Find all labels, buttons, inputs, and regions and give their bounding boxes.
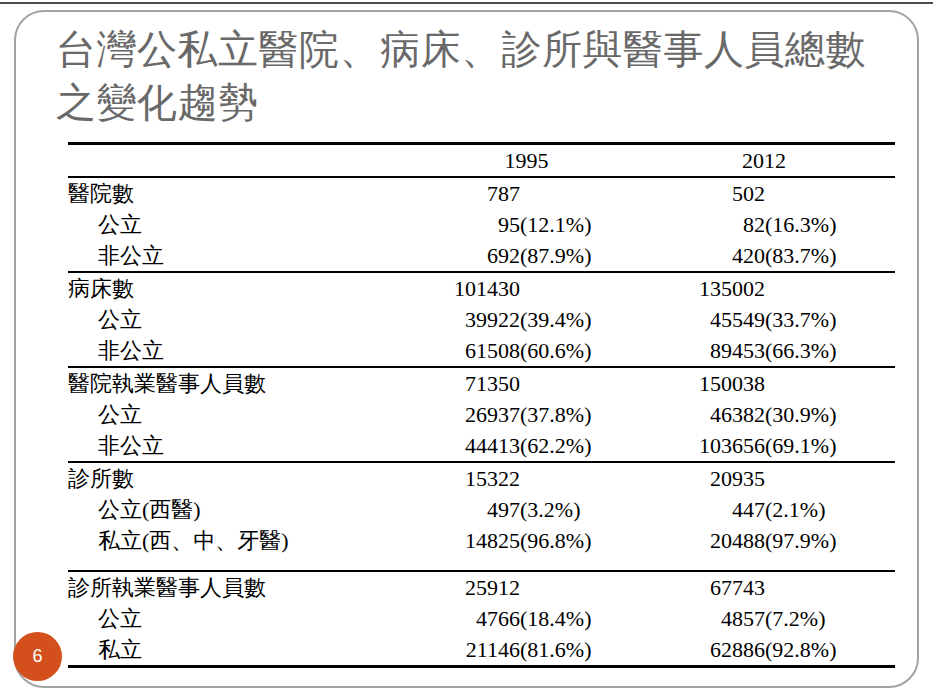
page-number-badge: 6 xyxy=(13,632,62,681)
value-1995: 4766 xyxy=(420,603,520,634)
row-label: 非公立 xyxy=(68,240,420,272)
stats-table: 1995 2012 醫院數 787 502 公立 95 (12.1%) 82 (… xyxy=(68,142,895,668)
value-2012: 4857 xyxy=(633,603,765,634)
value-2012: 46382 xyxy=(633,399,765,430)
header-year-1995: 1995 xyxy=(420,144,633,178)
header-empty-cell xyxy=(68,144,420,178)
row-label: 診所數 xyxy=(68,462,420,494)
percent-2012 xyxy=(765,272,895,304)
percent-2012: (7.2%) xyxy=(765,603,895,634)
row-label: 病床數 xyxy=(68,272,420,304)
value-1995: 39922 xyxy=(420,304,520,335)
table-row: 診所執業醫事人員數 25912 67743 xyxy=(68,571,895,603)
row-label: 公立 xyxy=(68,399,420,430)
value-1995: 692 xyxy=(420,240,520,272)
value-2012: 502 xyxy=(633,177,765,209)
table-row: 公立 39922 (39.4%) 45549 (33.7%) xyxy=(68,304,895,335)
percent-2012: (66.3%) xyxy=(765,335,895,367)
value-2012: 103656 xyxy=(633,430,765,462)
percent-2012: (30.9%) xyxy=(765,399,895,430)
value-2012: 20488 xyxy=(633,525,765,571)
value-2012: 447 xyxy=(633,494,765,525)
value-1995: 25912 xyxy=(420,571,520,603)
percent-1995: (60.6%) xyxy=(520,335,633,367)
table-row: 診所數 15322 20935 xyxy=(68,462,895,494)
percent-2012: (83.7%) xyxy=(765,240,895,272)
header-year-2012: 2012 xyxy=(633,144,895,178)
percent-1995: (37.8%) xyxy=(520,399,633,430)
value-1995: 95 xyxy=(420,209,520,240)
row-label: 非公立 xyxy=(68,430,420,462)
percent-1995: (39.4%) xyxy=(520,304,633,335)
percent-2012: (33.7%) xyxy=(765,304,895,335)
value-2012: 420 xyxy=(633,240,765,272)
row-label: 私立(西、中、牙醫) xyxy=(68,525,420,571)
value-2012: 67743 xyxy=(633,571,765,603)
row-label: 公立 xyxy=(68,209,420,240)
value-1995: 61508 xyxy=(420,335,520,367)
table-row: 公立(西醫) 497 (3.2%) 447 (2.1%) xyxy=(68,494,895,525)
value-1995: 101430 xyxy=(420,272,520,304)
table-row: 非公立 44413 (62.2%) 103656 (69.1%) xyxy=(68,430,895,462)
table-row: 醫院執業醫事人員數 71350 150038 xyxy=(68,367,895,399)
table-row: 非公立 692 (87.9%) 420 (83.7%) xyxy=(68,240,895,272)
value-1995: 44413 xyxy=(420,430,520,462)
percent-1995: (81.6%) xyxy=(520,634,633,667)
percent-1995: (87.9%) xyxy=(520,240,633,272)
value-2012: 135002 xyxy=(633,272,765,304)
percent-1995 xyxy=(520,462,633,494)
percent-2012 xyxy=(765,571,895,603)
percent-1995: (12.1%) xyxy=(520,209,633,240)
percent-2012: (2.1%) xyxy=(765,494,895,525)
page-title: 台灣公私立醫院、病床、診所與醫事人員總數之變化趨勢 xyxy=(56,24,880,130)
percent-2012: (16.3%) xyxy=(765,209,895,240)
row-label: 醫院數 xyxy=(68,177,420,209)
percent-1995 xyxy=(520,571,633,603)
value-2012: 45549 xyxy=(633,304,765,335)
table-row: 非公立 61508 (60.6%) 89453 (66.3%) xyxy=(68,335,895,367)
slide-top-rule xyxy=(0,2,933,4)
table-row: 病床數 101430 135002 xyxy=(68,272,895,304)
table-row: 私立(西、中、牙醫) 14825 (96.8%) 20488 (97.9%) xyxy=(68,525,895,571)
percent-2012: (97.9%) xyxy=(765,525,895,571)
percent-2012 xyxy=(765,177,895,209)
percent-1995 xyxy=(520,272,633,304)
percent-1995: (96.8%) xyxy=(520,525,633,571)
row-label: 公立(西醫) xyxy=(68,494,420,525)
value-1995: 71350 xyxy=(420,367,520,399)
value-1995: 14825 xyxy=(420,525,520,571)
value-2012: 62886 xyxy=(633,634,765,667)
value-2012: 20935 xyxy=(633,462,765,494)
value-2012: 150038 xyxy=(633,367,765,399)
table-row: 私立 21146 (81.6%) 62886 (92.8%) xyxy=(68,634,895,667)
row-label: 非公立 xyxy=(68,335,420,367)
value-1995: 497 xyxy=(420,494,520,525)
percent-1995 xyxy=(520,177,633,209)
page-number: 6 xyxy=(32,646,42,667)
percent-1995: (3.2%) xyxy=(520,494,633,525)
percent-1995 xyxy=(520,367,633,399)
table-row: 公立 95 (12.1%) 82 (16.3%) xyxy=(68,209,895,240)
value-2012: 82 xyxy=(633,209,765,240)
value-1995: 787 xyxy=(420,177,520,209)
row-label: 診所執業醫事人員數 xyxy=(68,571,420,603)
table-row: 醫院數 787 502 xyxy=(68,177,895,209)
percent-2012: (92.8%) xyxy=(765,634,895,667)
percent-2012 xyxy=(765,367,895,399)
value-1995: 15322 xyxy=(420,462,520,494)
percent-2012: (69.1%) xyxy=(765,430,895,462)
row-label: 公立 xyxy=(68,304,420,335)
percent-1995: (18.4%) xyxy=(520,603,633,634)
table-row: 公立 26937 (37.8%) 46382 (30.9%) xyxy=(68,399,895,430)
value-2012: 89453 xyxy=(633,335,765,367)
percent-1995: (62.2%) xyxy=(520,430,633,462)
row-label: 公立 xyxy=(68,603,420,634)
row-label: 醫院執業醫事人員數 xyxy=(68,367,420,399)
table-header-row: 1995 2012 xyxy=(68,144,895,178)
value-1995: 21146 xyxy=(420,634,520,667)
value-1995: 26937 xyxy=(420,399,520,430)
table-row: 公立 4766 (18.4%) 4857 (7.2%) xyxy=(68,603,895,634)
percent-2012 xyxy=(765,462,895,494)
row-label: 私立 xyxy=(68,634,420,667)
